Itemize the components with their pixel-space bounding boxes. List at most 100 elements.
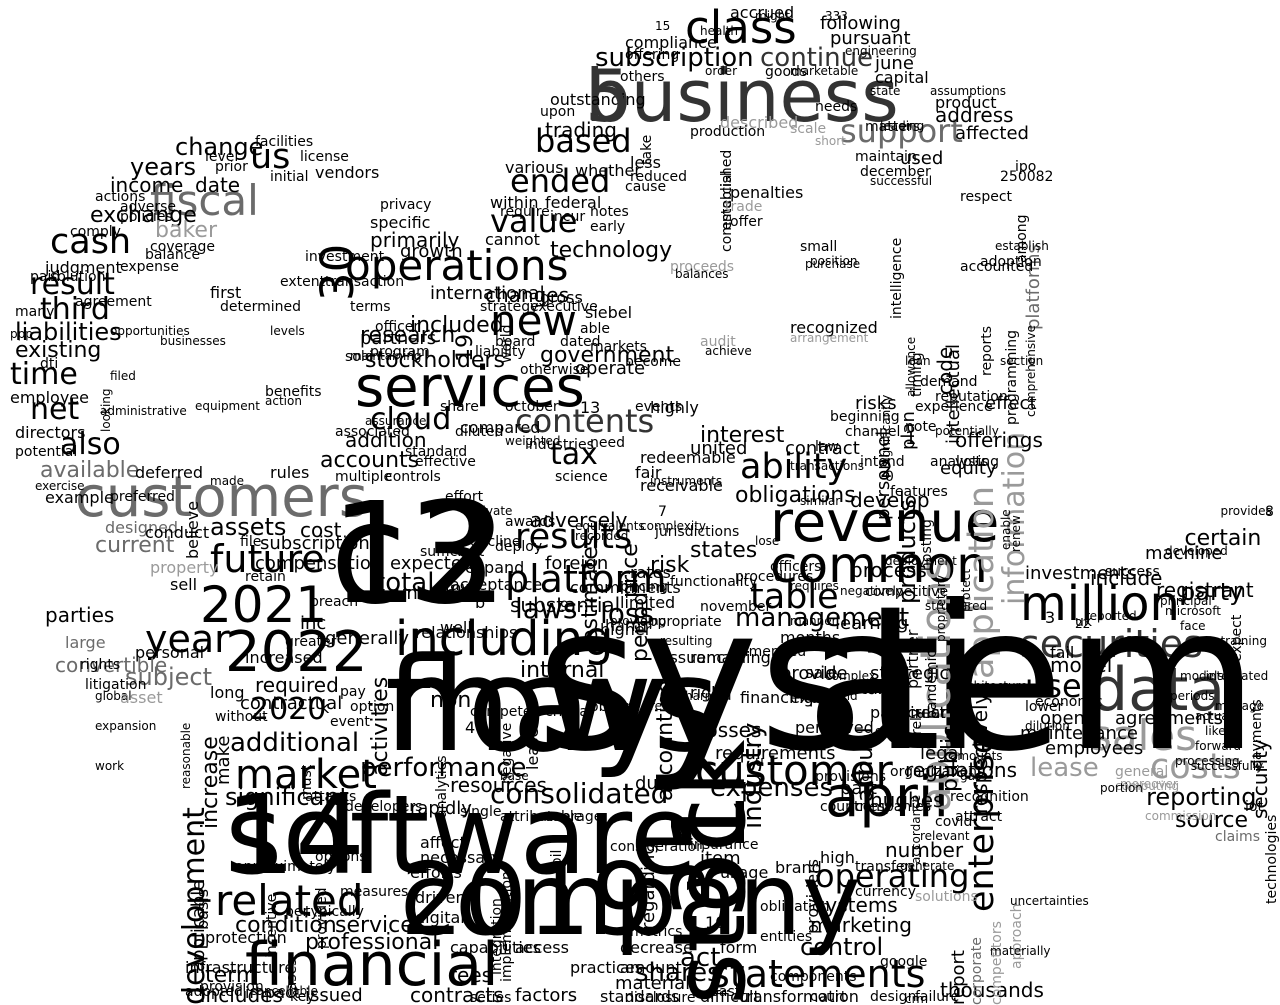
word-used: used <box>900 148 944 169</box>
word-expand: expand <box>465 558 525 577</box>
word-related: related <box>215 876 364 925</box>
word-intelligence: intelligence <box>889 237 905 320</box>
word-platform: platform <box>505 557 667 601</box>
word-investment: investment <box>305 249 385 265</box>
word-grow: grow <box>435 578 475 597</box>
word-achieve: achieve <box>705 344 752 358</box>
word-effort: effort <box>445 489 484 505</box>
word-reported: reported <box>1085 609 1137 623</box>
word-production: production <box>690 124 766 140</box>
word-affect: affect <box>420 833 466 852</box>
word-tax: tax <box>550 437 598 472</box>
word-compliance: compliance <box>625 33 717 52</box>
word-8: 8 <box>1265 504 1274 520</box>
word-risk: risk <box>650 553 690 578</box>
word-lease: lease <box>1030 753 1099 783</box>
word-appropriate: appropriate <box>640 614 722 630</box>
word-effect: effect <box>985 393 1037 414</box>
word-contracts: contracts <box>410 983 504 1005</box>
word-attributable: attributable <box>500 809 583 825</box>
word-cannot: cannot <box>485 230 540 249</box>
word-cancellable: cancellable <box>250 984 318 998</box>
word-outstanding: outstanding <box>550 90 646 109</box>
word-private: private <box>470 504 513 518</box>
word-allowance: allowance <box>904 336 918 397</box>
word-comply: comply <box>70 224 121 240</box>
word-maintenance: maintenance <box>1020 723 1138 744</box>
word-costs: costs <box>1150 747 1241 787</box>
word-partners: partners <box>360 328 437 349</box>
word-disclosure: disclosure <box>625 990 696 1005</box>
word-control: control <box>800 933 884 961</box>
word-acceptance: acceptance <box>450 575 543 594</box>
word-rules: rules <box>270 463 310 482</box>
word-efforts: efforts <box>410 863 462 882</box>
word-series: series <box>470 990 512 1005</box>
word-years: years <box>130 153 197 181</box>
word-successfully: successfully <box>1190 759 1264 773</box>
word-cause: cause <box>625 179 667 195</box>
word-class: class <box>685 1 797 54</box>
word-procedures: procedures <box>735 569 814 585</box>
word-global: global <box>95 689 132 703</box>
word-others: others <box>620 69 665 85</box>
word-actual: actual <box>1195 709 1232 723</box>
word-file: file <box>240 534 262 550</box>
word-ended: ended <box>510 162 611 200</box>
word-agreement: agreement <box>75 294 152 310</box>
word-transfer: transfer <box>855 859 911 875</box>
word-total: total <box>375 568 435 598</box>
word-benefits: benefits <box>265 384 322 400</box>
word-liabilities: liabilities <box>15 318 122 346</box>
word-k: k <box>320 698 330 717</box>
word-competitive: competitive <box>865 584 949 600</box>
word-business: business <box>585 54 899 138</box>
word-similar: similar <box>800 494 841 508</box>
word-cost: cost <box>300 518 342 542</box>
word-government: government <box>540 343 675 368</box>
word-sufficient: sufficient <box>420 544 485 560</box>
word-sell: sell <box>170 575 198 594</box>
word-might: might <box>755 9 790 23</box>
word-portion: portion <box>1100 781 1143 795</box>
word-first: first <box>210 283 242 302</box>
word-across: across <box>560 683 612 702</box>
word-attract: attract <box>955 809 1003 825</box>
word-dti: dti <box>40 356 59 372</box>
word-accounted: accounted <box>960 259 1034 275</box>
word-management: management <box>735 603 910 633</box>
word-difficult: difficult <box>700 987 760 1005</box>
word-standards: standards <box>600 987 680 1005</box>
word-privacy: privacy <box>380 197 432 213</box>
word-income: income <box>110 173 184 197</box>
word-15: 15 <box>655 19 671 33</box>
word-perceived: perceived <box>795 718 874 737</box>
word-level: level <box>205 149 239 165</box>
word-limited: limited <box>620 593 676 612</box>
word-models: models <box>1180 669 1224 683</box>
word-company: company <box>400 841 861 958</box>
word-diluted: diluted <box>455 424 504 440</box>
word-large: large <box>65 633 106 652</box>
word-adopted: adopted <box>185 984 243 1000</box>
word-rapidly: rapidly <box>410 798 472 819</box>
word-compete: compete <box>470 704 532 720</box>
word-address: address <box>935 103 1014 127</box>
word-2020: 2020 <box>250 692 327 727</box>
word-loan: loan <box>905 354 931 368</box>
word-amount: amount <box>620 958 682 977</box>
word-matters: matters <box>865 119 920 135</box>
word-2: 2 <box>880 458 893 482</box>
word-actions: actions <box>95 189 146 205</box>
word-following: following <box>820 13 901 34</box>
word-subscriptions: subscriptions <box>260 533 380 554</box>
word-item: item <box>700 848 741 869</box>
word-gas: gas <box>960 769 982 783</box>
word-attacks: attacks <box>305 789 357 805</box>
word-available: available <box>40 458 140 483</box>
word-engineering: engineering <box>845 44 917 58</box>
word-strategy: strategy <box>480 299 539 315</box>
word-assets: assets <box>210 513 287 541</box>
word-infrastructure: infrastructure <box>185 958 295 977</box>
word-arrangement: arrangement <box>790 331 869 345</box>
